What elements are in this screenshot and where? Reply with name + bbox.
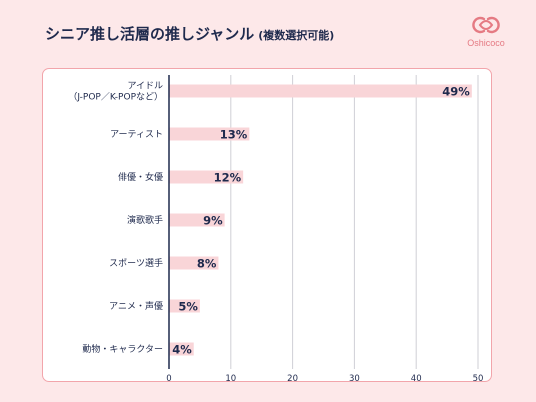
value-label-2: 12% (214, 171, 242, 185)
category-label-0: アイドル（J-POP／K-POPなど） (68, 82, 163, 103)
value-label-0: 49% (442, 85, 470, 99)
bar-6 (169, 342, 194, 356)
bar-4 (169, 256, 219, 270)
category-label-5: アニメ・声優 (109, 300, 163, 312)
value-label-3: 9% (203, 214, 223, 228)
category-label-3: 演歌歌手 (127, 214, 163, 226)
bar-chart: 0 10 20 30 40 50 アイドル（J-POP／K-POPなど） 49% アーティスト 1… (68, 75, 484, 383)
oshicoco-logo: Oshicoco (456, 14, 516, 52)
x-tick-label-10: 10 (225, 374, 236, 383)
chart-title-text: シニア推し活層の推しジャンル (45, 25, 255, 43)
x-tick-label-50: 50 (473, 374, 484, 383)
category-label-4: スポーツ選手 (109, 257, 163, 269)
category-label-2: 俳優・女優 (118, 171, 163, 183)
bar-1 (169, 127, 250, 141)
chart-title: シニア推し活層の推しジャンル (複数選択可能) (45, 23, 334, 44)
value-label-5: 5% (178, 300, 198, 314)
x-tick-label-20: 20 (287, 374, 298, 383)
chart-panel: 0 10 20 30 40 50 アイドル（J-POP／K-POPなど） 49% アーティスト 1… (42, 68, 492, 383)
bar-5 (169, 299, 200, 313)
value-label-1: 13% (220, 128, 248, 142)
value-label-4: 8% (197, 257, 217, 271)
logo-mark-icon (472, 16, 500, 34)
x-tick-label-0: 0 (166, 374, 171, 383)
category-label-1: アーティスト (110, 129, 163, 140)
bar-3 (169, 213, 225, 227)
bar-2 (169, 170, 244, 184)
x-tick-label-30: 30 (349, 374, 360, 383)
category-label-6: 動物・キャラクター (82, 343, 163, 355)
x-tick-label-40: 40 (411, 374, 422, 383)
bar-0 (169, 84, 472, 98)
chart-subtitle: (複数選択可能) (258, 29, 335, 42)
logo-brand-text: Oshicoco (467, 38, 505, 48)
value-label-6: 4% (172, 343, 192, 357)
